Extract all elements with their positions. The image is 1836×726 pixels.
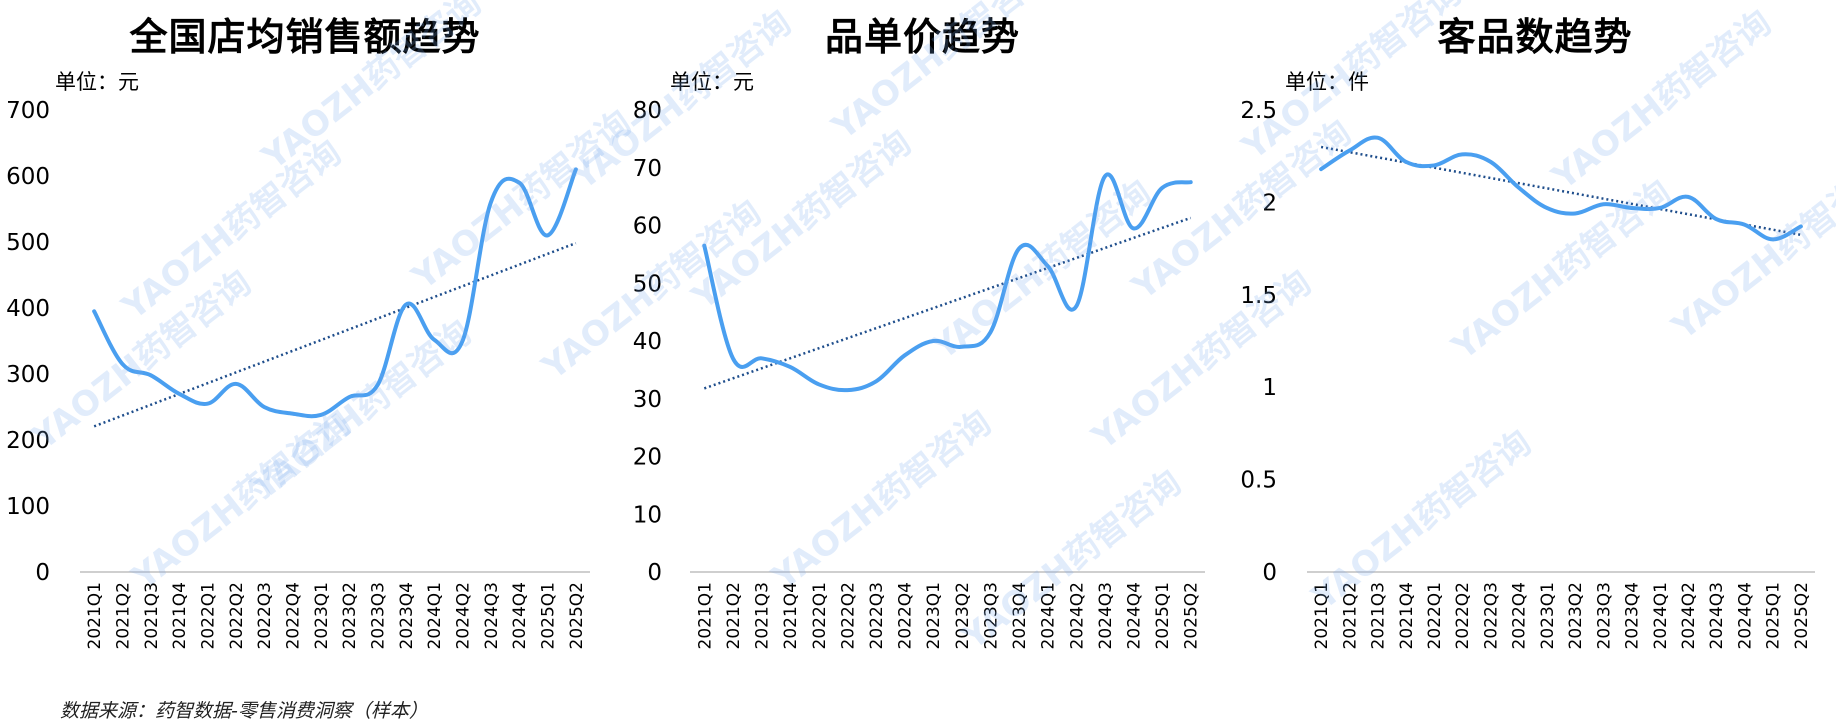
x-tick-label: 2022Q1 xyxy=(199,582,219,649)
x-tick-label: 2024Q3 xyxy=(1707,582,1727,649)
x-tick-label: 2021Q1 xyxy=(695,582,715,649)
chart-title: 客品数趋势 xyxy=(1437,15,1633,59)
chart-title: 品单价趋势 xyxy=(824,15,1020,59)
x-tick-label: 2022Q1 xyxy=(1425,582,1445,649)
chart-svg: 0 0.5 1 1.5 2 2.5 2021Q1 2021Q2 2021Q3 2021Q4 2022… xyxy=(1240,98,1815,649)
y-tick-label: 300 xyxy=(6,362,50,388)
y-tick-label: 2 xyxy=(1262,190,1277,216)
chart-svg: 0 100 200 300 400 500 600 700 2021Q1 2021Q2 2021Q3… xyxy=(6,98,590,649)
y-tick-label: 500 xyxy=(6,230,50,256)
x-tick-label: 2022Q2 xyxy=(1453,582,1473,649)
x-tick-label: 2022Q1 xyxy=(810,582,830,649)
x-tick-label: 2025Q1 xyxy=(1764,582,1784,649)
y-tick-label: 80 xyxy=(633,98,662,124)
x-tick-label: 2023Q1 xyxy=(1538,582,1558,649)
x-tick-label: 2025Q1 xyxy=(539,582,559,649)
x-tick-label: 2024Q3 xyxy=(1096,582,1116,649)
data-source-note: 数据来源：药智数据-零售消费洞察（样本） xyxy=(60,700,428,722)
x-tick-label: 2021Q4 xyxy=(781,582,801,649)
x-tick-label: 2022Q4 xyxy=(284,582,304,649)
unit-label: 单位：件 xyxy=(1285,70,1369,94)
x-tick-label: 2024Q4 xyxy=(510,582,530,649)
y-tick-label: 200 xyxy=(6,428,50,454)
x-tick-label: 2022Q2 xyxy=(227,582,247,649)
x-tick-label: 2023Q4 xyxy=(397,582,417,649)
x-tick-label: 2025Q2 xyxy=(1792,582,1812,649)
series-line xyxy=(92,167,578,419)
chart-panel-2: 品单价趋势 单位：元 0 10 20 30 40 50 60 70 80 2021Q1 2021Q2… xyxy=(615,0,1230,690)
x-tick-label: 2021Q3 xyxy=(1369,582,1389,649)
y-tick-label: 50 xyxy=(633,271,662,297)
x-tick-label: 2021Q1 xyxy=(1312,582,1332,649)
y-tick-label: 600 xyxy=(6,164,50,190)
x-tick-label: 2023Q1 xyxy=(312,582,332,649)
x-tick-label: 2022Q2 xyxy=(838,582,858,649)
y-tick-label: 40 xyxy=(633,329,662,355)
x-tick-label: 2021Q4 xyxy=(170,582,190,649)
chart-panel-1: 全国店均销售额趋势 单位：元 0 100 200 300 400 500 600 700 202… xyxy=(0,0,610,690)
y-tick-label: 1.5 xyxy=(1240,283,1277,309)
x-tick-label: 2024Q2 xyxy=(1067,582,1087,649)
x-tick-label: 2023Q3 xyxy=(369,582,389,649)
unit-label: 单位：元 xyxy=(55,70,139,94)
x-tick-label: 2021Q2 xyxy=(724,582,744,649)
y-tick-label: 0 xyxy=(1262,560,1277,586)
trendline xyxy=(93,241,577,428)
chart-panel-3: 客品数趋势 单位：件 0 0.5 1 1.5 2 2.5 2021Q1 2021Q2 2021Q… xyxy=(1235,0,1835,690)
x-tick-label: 2025Q1 xyxy=(1153,582,1173,649)
y-tick-label: 30 xyxy=(633,387,662,413)
x-tick-label: 2022Q4 xyxy=(1510,582,1530,649)
x-tick-label: 2024Q4 xyxy=(1735,582,1755,649)
x-tick-label: 2025Q2 xyxy=(1182,582,1202,649)
x-tick-label: 2022Q3 xyxy=(255,582,275,649)
y-tick-label: 0.5 xyxy=(1240,468,1277,494)
y-tick-label: 60 xyxy=(633,214,662,240)
x-tick-label: 2024Q4 xyxy=(1124,582,1144,649)
x-tick-label: 2022Q3 xyxy=(867,582,887,649)
x-tick-label: 2024Q1 xyxy=(425,582,445,649)
x-tick-label: 2023Q2 xyxy=(340,582,360,649)
y-tick-label: 20 xyxy=(633,445,662,471)
y-tick-label: 10 xyxy=(633,502,662,528)
x-tick-label: 2024Q2 xyxy=(1679,582,1699,649)
y-tick-label: 70 xyxy=(633,156,662,182)
x-tick-label: 2023Q2 xyxy=(1566,582,1586,649)
x-tick-label: 2025Q2 xyxy=(567,582,587,649)
y-tick-label: 0 xyxy=(647,560,662,586)
x-tick-label: 2021Q2 xyxy=(1340,582,1360,649)
y-tick-label: 2.5 xyxy=(1240,98,1277,124)
x-tick-label: 2021Q4 xyxy=(1397,582,1417,649)
x-tick-label: 2021Q2 xyxy=(114,582,134,649)
x-tick-label: 2021Q1 xyxy=(85,582,105,649)
unit-label: 单位：元 xyxy=(670,70,754,94)
chart-title: 全国店均销售额趋势 xyxy=(129,15,481,59)
x-tick-label: 2024Q1 xyxy=(1039,582,1059,649)
chart-svg: 0 10 20 30 40 50 60 70 80 2021Q1 2021Q2 2021Q3 2021Q… xyxy=(633,98,1205,649)
y-tick-label: 400 xyxy=(6,296,50,322)
y-tick-label: 100 xyxy=(6,494,50,520)
x-tick-label: 2023Q3 xyxy=(981,582,1001,649)
x-tick-label: 2023Q4 xyxy=(1623,582,1643,649)
x-tick-label: 2022Q4 xyxy=(896,582,916,649)
y-tick-label: 0 xyxy=(35,560,50,586)
x-tick-label: 2023Q4 xyxy=(1010,582,1030,649)
trendline xyxy=(703,216,1192,390)
x-tick-label: 2023Q2 xyxy=(953,582,973,649)
x-tick-label: 2021Q3 xyxy=(753,582,773,649)
y-tick-label: 700 xyxy=(6,98,50,124)
x-tick-label: 2024Q1 xyxy=(1651,582,1671,649)
x-tick-label: 2023Q1 xyxy=(924,582,944,649)
x-tick-label: 2023Q3 xyxy=(1594,582,1614,649)
x-tick-label: 2024Q2 xyxy=(454,582,474,649)
x-tick-label: 2024Q3 xyxy=(482,582,502,649)
y-tick-label: 1 xyxy=(1262,375,1277,401)
x-tick-label: 2021Q3 xyxy=(142,582,162,649)
series-line xyxy=(702,172,1193,393)
series-line xyxy=(1319,135,1803,242)
x-tick-label: 2022Q3 xyxy=(1481,582,1501,649)
